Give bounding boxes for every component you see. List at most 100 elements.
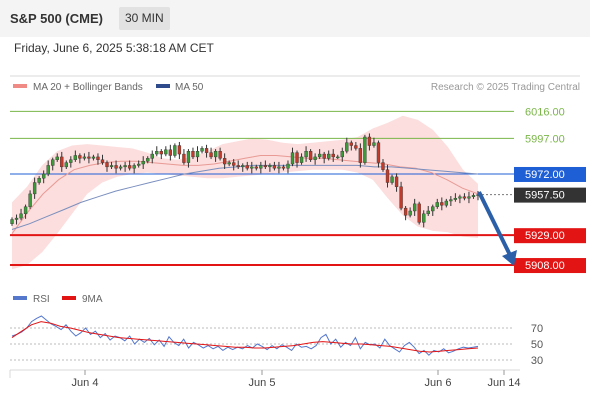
candle-body bbox=[453, 197, 458, 200]
candle-body bbox=[177, 145, 182, 155]
rsi-tick-label: 70 bbox=[531, 323, 543, 335]
candle-body bbox=[340, 151, 344, 158]
candle-body bbox=[209, 152, 213, 158]
candle-body bbox=[213, 151, 218, 158]
candle-body bbox=[259, 165, 263, 169]
candle-body bbox=[431, 206, 435, 212]
candle-body bbox=[417, 203, 421, 223]
candle-body bbox=[322, 153, 326, 159]
price-levels-layer bbox=[10, 110, 514, 267]
candle-body bbox=[114, 165, 118, 169]
candle-body bbox=[426, 210, 430, 215]
level-label: 5929.00 bbox=[525, 230, 565, 242]
x-tick-label: Jun 5 bbox=[249, 377, 276, 389]
candle-body bbox=[349, 142, 353, 146]
candle-body bbox=[123, 165, 127, 168]
rsi-ma-line bbox=[11, 321, 479, 353]
candle-body bbox=[422, 213, 426, 223]
legend-label-ma50: MA 50 bbox=[175, 82, 204, 93]
candle-body bbox=[367, 136, 372, 146]
candle-body bbox=[69, 159, 73, 163]
candle-body bbox=[385, 169, 390, 183]
candle-body bbox=[60, 156, 64, 168]
candle-body bbox=[327, 153, 331, 159]
candle-body bbox=[290, 152, 295, 165]
candle-body bbox=[64, 162, 68, 168]
candle-body bbox=[91, 156, 96, 159]
candle-body bbox=[458, 196, 462, 199]
candle-body bbox=[381, 162, 385, 170]
level-label: 6016.00 bbox=[525, 106, 565, 118]
level-tag-support bbox=[514, 228, 586, 244]
candle-body bbox=[37, 178, 41, 183]
level-label: 5972.00 bbox=[525, 169, 565, 181]
candle-body bbox=[354, 145, 358, 149]
candle-body bbox=[55, 156, 59, 160]
candle-body bbox=[236, 165, 240, 168]
candle-body bbox=[73, 155, 78, 160]
candle-body bbox=[408, 210, 412, 216]
rsi-legend-label: RSI bbox=[33, 294, 50, 305]
candle-body bbox=[14, 217, 19, 220]
moving-averages-layer bbox=[11, 155, 479, 234]
candle-body bbox=[204, 148, 209, 153]
candle-body bbox=[250, 166, 254, 169]
candle-body bbox=[150, 153, 154, 159]
candle-body bbox=[435, 202, 439, 207]
level-label: 5908.00 bbox=[525, 260, 565, 272]
candle-body bbox=[345, 142, 349, 152]
candle-body bbox=[304, 151, 308, 158]
header-bar: S&P 500 (CME) 30 MIN bbox=[0, 0, 590, 37]
candle-body bbox=[399, 186, 403, 209]
candle-body bbox=[182, 153, 186, 163]
candle-body bbox=[141, 160, 145, 165]
rsi-tick-label: 50 bbox=[531, 339, 543, 351]
candle-body bbox=[331, 153, 335, 158]
instrument-title: S&P 500 (CME) bbox=[10, 11, 103, 26]
candle-body bbox=[173, 145, 177, 156]
candle-body bbox=[191, 151, 195, 158]
rsi-panel: 70 50 30 bbox=[10, 315, 543, 367]
candle-body bbox=[41, 173, 46, 179]
candle-body bbox=[372, 142, 376, 146]
candle-body bbox=[281, 166, 286, 169]
candle-body bbox=[471, 195, 476, 197]
x-axis-ticks: Jun 4 Jun 5 Jun 6 Jun 14 bbox=[72, 370, 521, 389]
candle-body bbox=[105, 162, 109, 168]
candle-body bbox=[412, 203, 417, 212]
timestamp: Friday, June 6, 2025 5:38:18 AM CET bbox=[14, 41, 214, 55]
candle-body bbox=[286, 163, 290, 169]
candles-layer bbox=[10, 133, 480, 228]
candle-body bbox=[272, 165, 277, 169]
candle-body bbox=[155, 151, 159, 155]
candle-body bbox=[299, 156, 304, 163]
candle-body bbox=[100, 159, 105, 163]
candle-body bbox=[467, 196, 471, 199]
candle-body bbox=[168, 149, 173, 156]
interval-button[interactable]: 30 MIN bbox=[119, 7, 170, 30]
level-tag-last bbox=[514, 187, 586, 203]
candle-body bbox=[449, 199, 453, 202]
candle-body bbox=[28, 193, 32, 207]
candle-body bbox=[164, 149, 168, 155]
candle-body bbox=[96, 156, 100, 160]
candle-body bbox=[127, 165, 132, 169]
candle-body bbox=[317, 153, 322, 158]
legend-swatch-ma50 bbox=[156, 84, 170, 88]
candle-body bbox=[336, 156, 340, 159]
candle-body bbox=[46, 165, 50, 175]
candle-body bbox=[394, 176, 399, 187]
level-labels-layer: 6016.00 5997.00 5972.00 5957.50 5929.00 5908.… bbox=[514, 106, 586, 274]
level-label: 5997.00 bbox=[525, 133, 565, 145]
candle-body bbox=[82, 156, 87, 159]
candle-body bbox=[277, 166, 281, 169]
candle-body bbox=[268, 165, 272, 168]
candle-body bbox=[222, 158, 227, 165]
candle-body bbox=[132, 165, 136, 169]
forecast-arrow-icon bbox=[477, 191, 517, 266]
ma20-line bbox=[11, 155, 479, 234]
candle-body bbox=[23, 206, 28, 215]
x-tick-label: Jun 4 bbox=[72, 377, 99, 389]
candle-body bbox=[241, 165, 245, 168]
